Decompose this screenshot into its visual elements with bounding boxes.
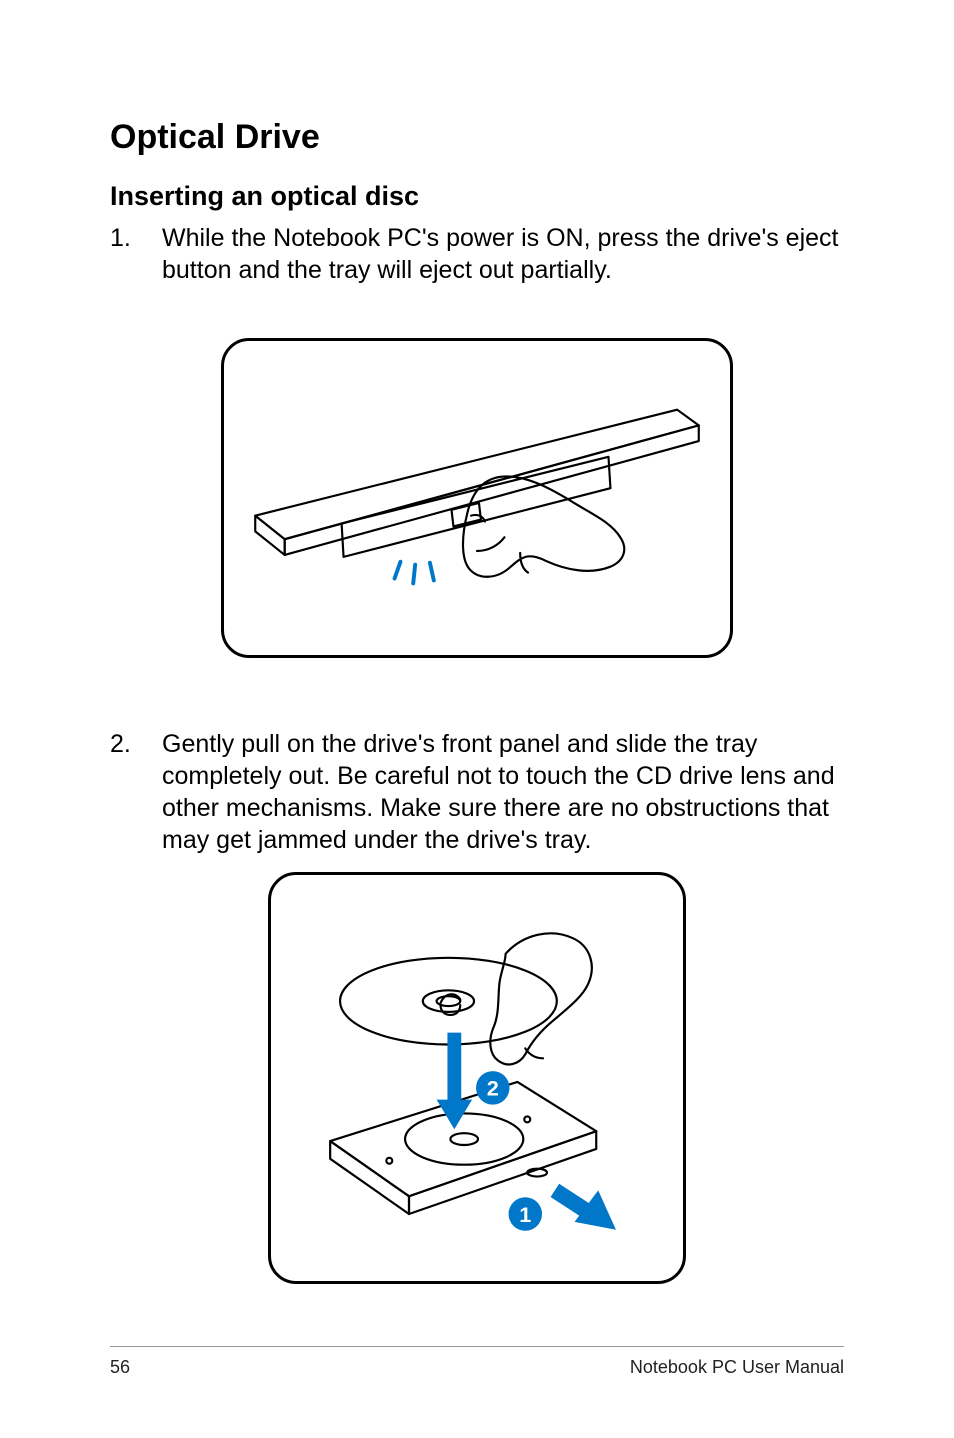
footer-manual-title: Notebook PC User Manual [630,1357,844,1378]
list-item: 1. While the Notebook PC's power is ON, … [110,222,844,286]
figure-eject-button [221,338,733,658]
figure-2-wrap: 2 1 [110,862,844,1284]
list-item: 2. Gently pull on the drive's front pane… [110,728,844,856]
page-number: 56 [110,1357,130,1378]
callout-2-label: 2 [487,1076,499,1101]
callout-1-label: 1 [519,1202,531,1227]
eject-illustration-icon [224,341,730,655]
section-subtitle: Inserting an optical disc [110,181,844,212]
page-footer: 56 Notebook PC User Manual [110,1346,844,1378]
steps-list-cont: 2. Gently pull on the drive's front pane… [110,728,844,856]
step-text: Gently pull on the drive's front panel a… [162,728,844,856]
step-number: 1. [110,222,162,286]
insert-disc-illustration-icon: 2 1 [271,875,683,1281]
step-text: While the Notebook PC's power is ON, pre… [162,222,844,286]
manual-page: Optical Drive Inserting an optical disc … [0,0,954,1438]
figure-1-wrap [110,292,844,728]
figure-insert-disc: 2 1 [268,872,686,1284]
page-title: Optical Drive [110,118,844,157]
steps-list: 1. While the Notebook PC's power is ON, … [110,222,844,286]
step-number: 2. [110,728,162,856]
